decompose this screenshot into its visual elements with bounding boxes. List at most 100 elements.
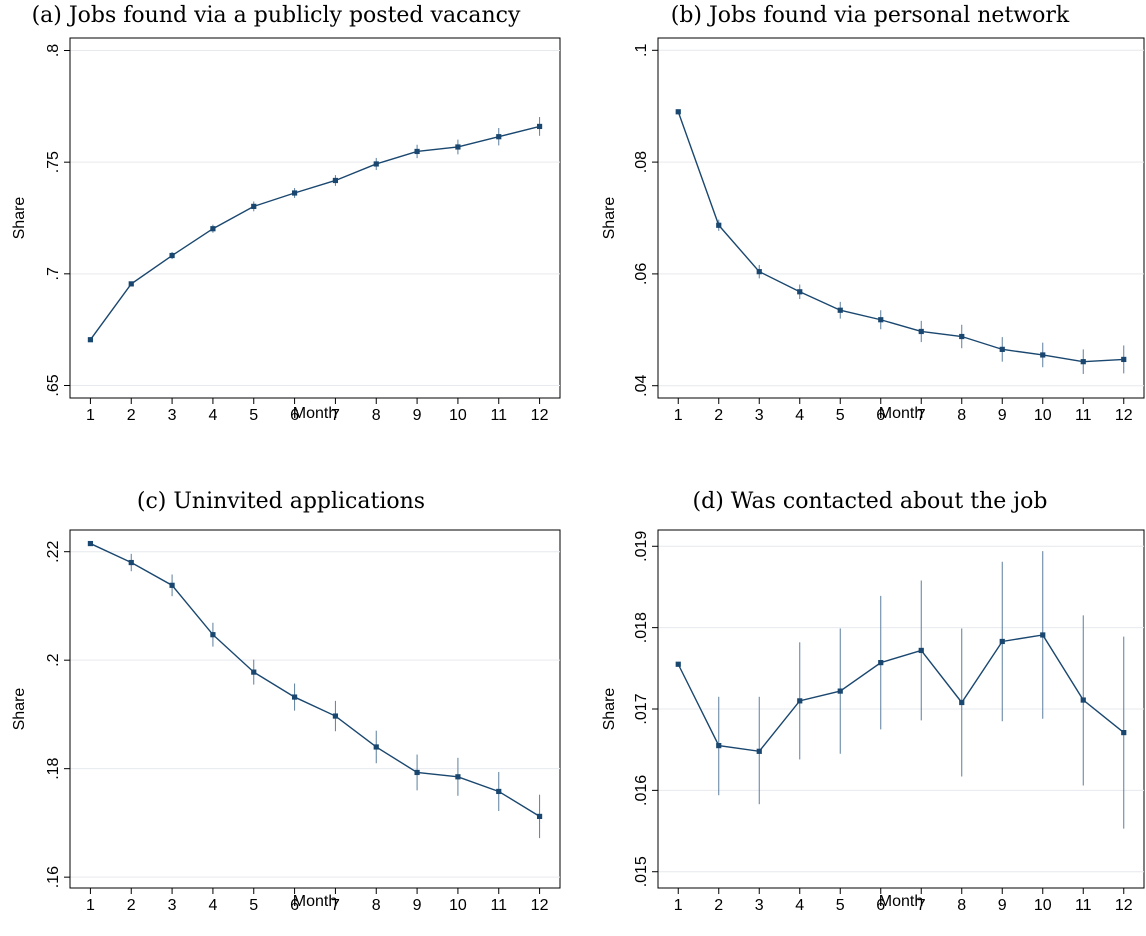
x-tick-label: 5 <box>249 407 258 424</box>
x-tick-label: 5 <box>249 897 258 914</box>
x-tick-label: 6 <box>290 897 299 914</box>
data-point <box>1121 356 1127 363</box>
x-tick-label: 11 <box>1075 897 1092 914</box>
data-point <box>675 661 681 667</box>
data-point <box>675 109 681 115</box>
y-tick-label: .22 <box>45 540 62 562</box>
data-point <box>1080 359 1086 365</box>
x-tick-label: 10 <box>449 897 467 914</box>
y-axis-title: Share <box>601 197 618 240</box>
y-tick-label: .8 <box>45 44 62 57</box>
data-point <box>332 177 339 184</box>
x-tick-label: 2 <box>127 897 136 914</box>
data-point <box>918 647 924 654</box>
panel-c-uninvited-applications: (c) Uninvited applications.16.18.2.221 2 3… <box>11 489 561 914</box>
data-point <box>87 337 94 343</box>
data-point <box>455 774 461 780</box>
data-point <box>999 346 1005 352</box>
data-point <box>291 694 298 700</box>
x-tick-label: 3 <box>755 897 764 914</box>
data-point <box>536 123 543 130</box>
panel-title: (c) Uninvited applications <box>137 489 425 514</box>
x-tick-label: 3 <box>755 407 764 424</box>
y-axis-title: Share <box>11 688 28 731</box>
x-tick-label: 10 <box>449 407 467 424</box>
data-point <box>797 698 803 704</box>
x-tick-label: 7 <box>917 407 926 424</box>
data-point <box>959 699 965 706</box>
panel-title: (b) Jobs found via personal network <box>671 3 1070 28</box>
x-tick-label: 9 <box>413 897 422 914</box>
panel-d-contacted: (d) Was contacted about the job .015 .016.… <box>601 489 1145 914</box>
panel-title: (d) Was contacted about the job <box>693 489 1048 514</box>
data-point <box>87 540 94 547</box>
panel-b-personal-network: (b) Jobs found via personal network .04 .0… <box>601 3 1145 424</box>
x-tick-label: 4 <box>795 407 804 424</box>
data-point <box>797 289 803 295</box>
x-tick-label: 2 <box>714 407 723 424</box>
data-point <box>373 744 379 750</box>
x-tick-label: 8 <box>372 897 381 914</box>
y-tick-label: .08 <box>633 151 650 173</box>
x-tick-label: 10 <box>1034 407 1052 424</box>
series-line <box>677 111 1124 363</box>
y-tick-label: .1 <box>633 44 650 57</box>
data-point <box>414 148 420 155</box>
x-tick-label: 1 <box>86 407 95 424</box>
data-point <box>291 190 298 196</box>
x-tick-label: 2 <box>127 407 136 424</box>
y-axis-title: Share <box>11 197 28 240</box>
y-tick-label: .75 <box>45 151 62 173</box>
data-point <box>756 269 762 275</box>
x-tick-label: 6 <box>876 407 885 424</box>
x-tick-label: 4 <box>208 407 217 424</box>
data-point <box>210 226 216 232</box>
x-tick-label: 9 <box>998 897 1007 914</box>
data-point <box>999 638 1005 645</box>
x-tick-label: 1 <box>86 897 95 914</box>
x-tick-label: 8 <box>957 897 966 914</box>
x-axis-title: Month <box>879 405 923 422</box>
x-axis-title: Month <box>293 893 337 910</box>
data-point <box>918 328 924 335</box>
x-tick-label: 8 <box>372 407 381 424</box>
series-line <box>89 125 540 341</box>
data-point <box>878 660 884 666</box>
data-point <box>837 688 843 694</box>
y-axis-title: Share <box>601 688 618 731</box>
data-point <box>210 632 216 638</box>
data-point <box>1121 729 1127 736</box>
data-point <box>716 743 722 749</box>
data-point <box>455 144 461 150</box>
data-point <box>959 333 965 340</box>
x-tick-label: 4 <box>208 897 217 914</box>
data-point <box>756 748 762 754</box>
x-tick-label: 7 <box>331 407 340 424</box>
data-point <box>878 317 884 323</box>
y-tick-label: .018 <box>633 612 650 643</box>
x-tick-label: 3 <box>168 897 177 914</box>
data-point <box>1040 632 1046 638</box>
y-tick-label: .7 <box>45 267 62 280</box>
x-tick-label: 12 <box>1115 897 1133 914</box>
panel-title: (a) Jobs found via a publicly posted vac… <box>32 3 521 28</box>
x-tick-label: 5 <box>836 407 845 424</box>
data-point <box>332 713 339 719</box>
data-point <box>169 252 175 259</box>
data-point <box>837 307 843 313</box>
plot-border <box>69 529 561 889</box>
x-tick-label: 3 <box>168 407 177 424</box>
data-point <box>536 813 543 819</box>
data-point <box>496 788 502 795</box>
data-point <box>1080 697 1086 703</box>
x-tick-label: 7 <box>331 897 340 914</box>
data-point <box>373 161 379 167</box>
x-tick-label: 11 <box>490 897 507 914</box>
y-tick-label: .65 <box>45 374 62 396</box>
x-tick-label: 8 <box>957 407 966 424</box>
x-tick-label: 6 <box>290 407 299 424</box>
x-tick-label: 12 <box>531 897 549 914</box>
x-axis-title: Month <box>879 893 923 910</box>
x-tick-label: 5 <box>836 897 845 914</box>
x-tick-label: 12 <box>531 407 549 424</box>
